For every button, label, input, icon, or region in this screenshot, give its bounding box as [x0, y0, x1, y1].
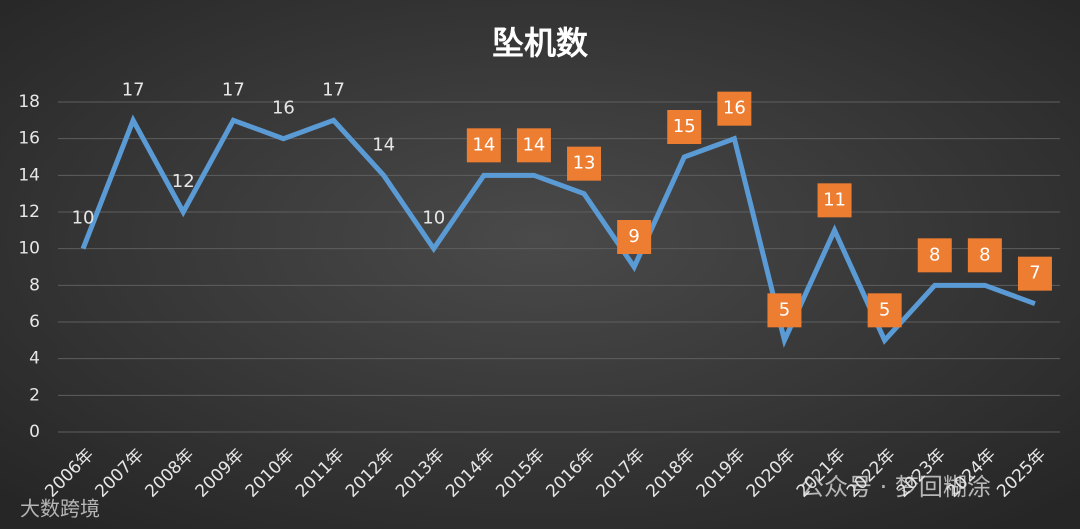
- label-box: [917, 238, 952, 273]
- y-tick-label: 18: [18, 92, 40, 112]
- data-label: 15: [673, 116, 696, 137]
- label-box: [1017, 256, 1052, 291]
- data-label: 17: [322, 79, 345, 100]
- data-label: 17: [122, 79, 145, 100]
- data-label: 10: [422, 208, 445, 229]
- y-tick-label: 2: [29, 385, 40, 405]
- data-label: 14: [372, 134, 395, 155]
- y-tick-label: 6: [29, 312, 40, 332]
- data-label: 14: [522, 134, 545, 155]
- label-box: [967, 238, 1002, 273]
- data-label: 16: [723, 98, 746, 119]
- y-tick-label: 0: [29, 422, 40, 442]
- y-tick-label: 8: [29, 275, 40, 295]
- data-label: 9: [628, 226, 639, 247]
- chart-title: 坠机数: [492, 24, 589, 62]
- y-tick-label: 4: [29, 349, 40, 369]
- label-box: [667, 110, 702, 144]
- data-label: 16: [272, 98, 295, 119]
- data-label: 5: [779, 299, 790, 320]
- watermark: 大数跨境: [20, 497, 100, 521]
- label-box: [767, 293, 802, 328]
- label-box: [617, 220, 652, 254]
- data-label: 12: [172, 171, 195, 192]
- data-label: 8: [929, 244, 940, 265]
- data-label: 17: [222, 79, 245, 100]
- data-label: 7: [1029, 263, 1040, 284]
- y-tick-label: 16: [18, 129, 40, 149]
- watermark: 公众号 · 梦回糊涂: [800, 473, 991, 501]
- label-box: [817, 183, 852, 218]
- label-box: [867, 293, 902, 328]
- y-tick-label: 14: [18, 165, 40, 185]
- label-box: [567, 146, 602, 181]
- data-label: 11: [823, 189, 846, 210]
- y-tick-label: 12: [18, 202, 40, 222]
- data-label: 13: [573, 153, 596, 174]
- y-tick-label: 10: [18, 239, 40, 259]
- label-box: [516, 128, 551, 163]
- data-label: 14: [472, 134, 495, 155]
- data-label: 10: [72, 208, 95, 229]
- data-label: 5: [879, 299, 890, 320]
- label-box: [466, 128, 501, 163]
- label-box: [717, 91, 752, 126]
- data-label: 8: [979, 244, 990, 265]
